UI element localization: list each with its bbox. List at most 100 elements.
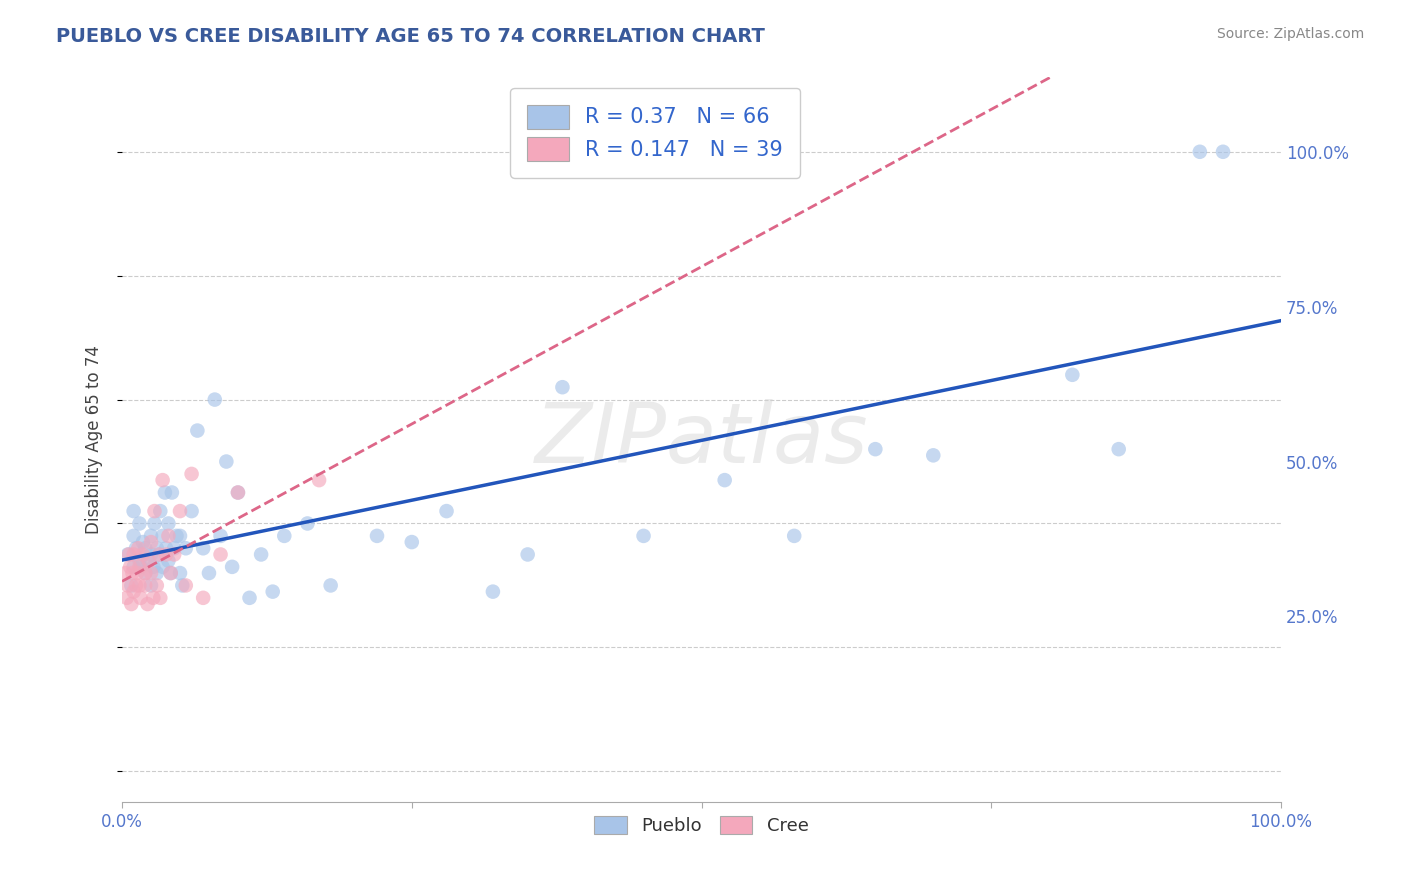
Point xyxy=(209,529,232,543)
Point xyxy=(143,516,166,531)
Point xyxy=(134,578,156,592)
Point xyxy=(143,504,166,518)
Point xyxy=(160,485,183,500)
Point xyxy=(155,548,177,562)
Point xyxy=(117,548,139,562)
Point xyxy=(155,541,177,556)
Y-axis label: Disability Age 65 to 74: Disability Age 65 to 74 xyxy=(86,345,103,534)
Point xyxy=(139,535,162,549)
Point xyxy=(139,529,162,543)
Point xyxy=(125,578,148,592)
Point xyxy=(157,516,180,531)
Text: ZIPatlas: ZIPatlas xyxy=(534,400,869,481)
Point xyxy=(159,566,181,580)
Point xyxy=(319,578,342,592)
Point xyxy=(169,566,191,580)
Point xyxy=(138,554,160,568)
Point xyxy=(121,566,143,580)
Point xyxy=(482,584,505,599)
Point xyxy=(157,529,180,543)
Point xyxy=(134,566,156,580)
Point xyxy=(204,392,226,407)
Point xyxy=(152,473,174,487)
Point xyxy=(221,559,243,574)
Point xyxy=(128,578,150,592)
Point xyxy=(551,380,574,394)
Point xyxy=(132,535,155,549)
Point xyxy=(198,566,221,580)
Point xyxy=(152,529,174,543)
Point xyxy=(633,529,655,543)
Point xyxy=(238,591,260,605)
Point xyxy=(401,535,423,549)
Point xyxy=(146,566,169,580)
Point xyxy=(169,529,191,543)
Point xyxy=(146,578,169,592)
Point xyxy=(193,541,215,556)
Point xyxy=(180,467,202,481)
Point xyxy=(226,485,249,500)
Point xyxy=(148,548,170,562)
Point xyxy=(149,591,172,605)
Point xyxy=(120,578,142,592)
Point xyxy=(139,566,162,580)
Point xyxy=(1188,145,1211,159)
Point xyxy=(163,548,186,562)
Point xyxy=(129,559,152,574)
Point xyxy=(139,578,162,592)
Point xyxy=(117,578,139,592)
Point xyxy=(865,442,887,457)
Point xyxy=(262,584,284,599)
Point xyxy=(215,454,238,468)
Point xyxy=(172,578,194,592)
Point xyxy=(134,541,156,556)
Point xyxy=(209,548,232,562)
Point xyxy=(250,548,273,562)
Point xyxy=(157,554,180,568)
Point xyxy=(783,529,806,543)
Point xyxy=(1108,442,1130,457)
Legend: Pueblo, Cree: Pueblo, Cree xyxy=(585,806,818,844)
Point xyxy=(153,485,176,500)
Point xyxy=(186,424,208,438)
Point xyxy=(122,584,145,599)
Point xyxy=(122,559,145,574)
Point xyxy=(142,591,165,605)
Point xyxy=(120,559,142,574)
Point xyxy=(122,548,145,562)
Point xyxy=(128,554,150,568)
Point xyxy=(136,597,159,611)
Point xyxy=(308,473,330,487)
Point xyxy=(128,516,150,531)
Point xyxy=(922,448,945,462)
Point xyxy=(115,591,138,605)
Point xyxy=(118,548,141,562)
Point xyxy=(142,559,165,574)
Point xyxy=(132,548,155,562)
Point xyxy=(125,541,148,556)
Point xyxy=(122,504,145,518)
Point xyxy=(174,541,197,556)
Text: Source: ZipAtlas.com: Source: ZipAtlas.com xyxy=(1216,27,1364,41)
Point xyxy=(159,566,181,580)
Point xyxy=(1212,145,1234,159)
Point xyxy=(174,578,197,592)
Point xyxy=(163,541,186,556)
Point xyxy=(297,516,319,531)
Point xyxy=(193,591,215,605)
Point xyxy=(129,591,152,605)
Point xyxy=(366,529,388,543)
Point xyxy=(152,559,174,574)
Point xyxy=(226,485,249,500)
Point xyxy=(122,529,145,543)
Point xyxy=(146,541,169,556)
Point xyxy=(120,597,142,611)
Point xyxy=(139,548,162,562)
Point xyxy=(169,504,191,518)
Point xyxy=(516,548,538,562)
Point xyxy=(148,548,170,562)
Point xyxy=(273,529,295,543)
Point xyxy=(128,559,150,574)
Point xyxy=(166,529,188,543)
Point xyxy=(127,566,149,580)
